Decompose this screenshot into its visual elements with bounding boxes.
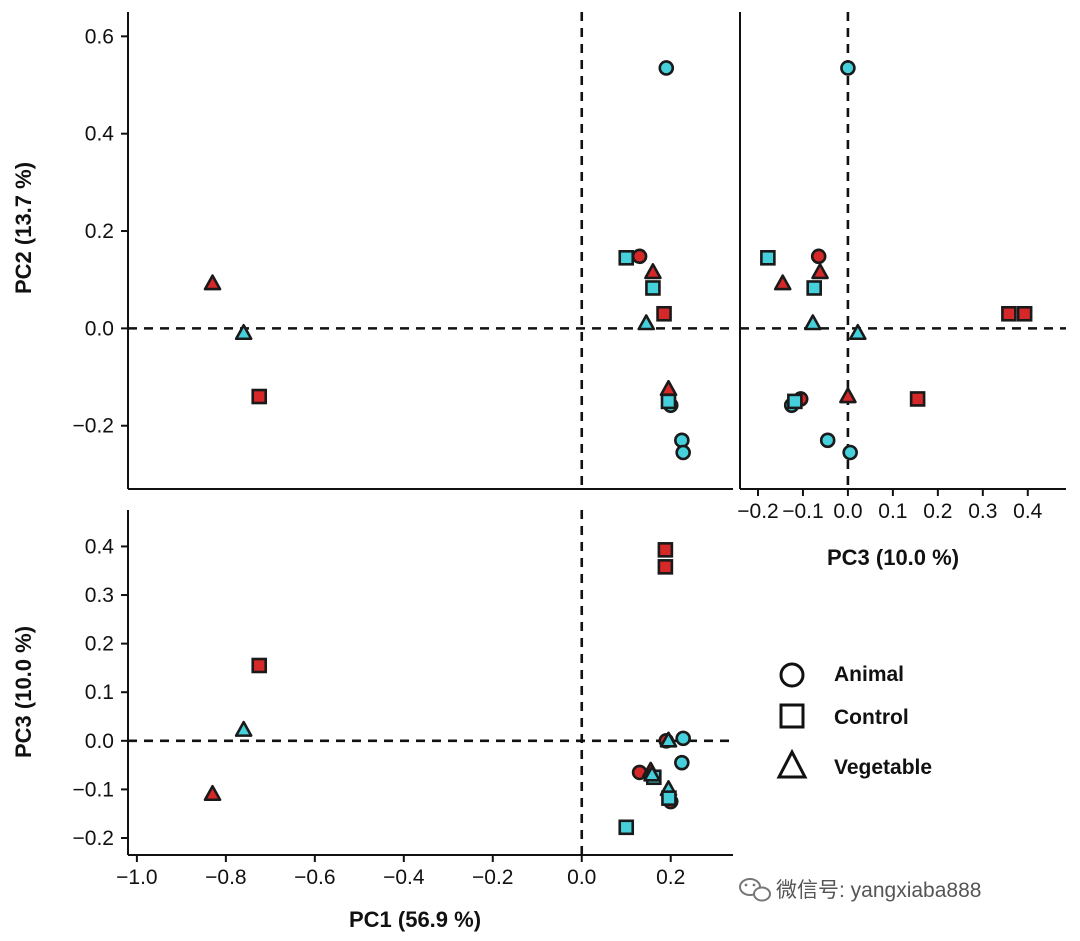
- data-point-square: [661, 790, 677, 806]
- data-point-square: [251, 657, 268, 674]
- plot-area-pc1-pc3: [128, 510, 733, 855]
- x-axis-title-pc3: PC3 (10.0 %): [827, 545, 959, 570]
- y-tick-label: 0.2: [85, 220, 114, 243]
- x-tick-label: 0.1: [878, 500, 907, 523]
- data-point-triangle: [659, 731, 678, 748]
- x-tick-label: −0.4: [383, 866, 425, 889]
- data-point-circle: [674, 754, 690, 771]
- data-point-triangle: [839, 387, 857, 404]
- data-point-triangle: [811, 263, 829, 280]
- y-tick-label: 0.4: [85, 535, 115, 558]
- data-point-square: [251, 388, 268, 405]
- x-tick-label: −0.1: [782, 500, 823, 523]
- x-tick-label: −0.6: [294, 866, 335, 889]
- data-point-circle: [675, 444, 691, 461]
- panel-pc3-vs-pc2: −0.2 −0.1 0.0 0.1 0.2 0.3 0.4: [737, 12, 1066, 523]
- data-point-triangle: [659, 379, 678, 397]
- data-point-square: [760, 250, 776, 266]
- data-point-square: [909, 391, 926, 407]
- data-point-square: [657, 559, 674, 575]
- legend-label: Vegetable: [834, 756, 932, 779]
- legend-label: Animal: [834, 663, 904, 686]
- y-tick-label: 0.4: [85, 123, 115, 146]
- y-axis-title-pc3: PC3 (10.0 %): [11, 626, 36, 758]
- y-tick-label: 0.0: [85, 317, 114, 340]
- plot-area-pc3-pc2: [740, 12, 1066, 489]
- data-point-square: [645, 280, 661, 296]
- y-tick-label: −0.2: [73, 415, 114, 438]
- data-point-circle: [658, 60, 675, 76]
- x-tick-label: 0.2: [656, 866, 685, 889]
- data-point-triangle: [849, 323, 867, 341]
- data-point-circle: [819, 432, 836, 449]
- legend-circle-icon: [779, 662, 805, 688]
- legend-item-animal: Animal: [779, 662, 904, 688]
- data-point-square: [618, 250, 635, 266]
- legend-triangle-icon: [776, 748, 808, 779]
- data-point-circle: [675, 730, 691, 747]
- data-point-square: [1016, 305, 1033, 322]
- legend-item-vegetable: Vegetable: [776, 748, 932, 779]
- data-point-circle: [842, 444, 858, 461]
- y-tick-label: 0.3: [85, 584, 114, 607]
- data-point-triangle: [637, 314, 656, 331]
- data-point-triangle: [234, 323, 253, 341]
- data-point-triangle: [203, 274, 222, 291]
- data-point-square: [618, 819, 635, 836]
- x-tick-label: 0.2: [923, 500, 952, 523]
- wechat-icon: [739, 878, 771, 902]
- data-point-square: [660, 393, 677, 410]
- legend-item-control: Control: [779, 703, 909, 729]
- y-tick-label: 0.6: [85, 25, 114, 48]
- data-point-triangle: [773, 274, 792, 291]
- x-tick-label: 0.3: [968, 500, 997, 523]
- legend-square-icon: [779, 703, 805, 729]
- legend: Animal Control Vegetable: [776, 662, 932, 779]
- data-point-triangle: [203, 784, 222, 802]
- x-tick-label: −1.0: [116, 866, 157, 889]
- y-tick-label: −0.1: [73, 778, 114, 801]
- y-tick-label: 0.1: [85, 681, 114, 704]
- data-point-square: [657, 542, 674, 558]
- data-point-triangle: [644, 263, 662, 280]
- data-point-square: [806, 280, 822, 296]
- watermark: 微信号: yangxiaba888: [739, 878, 981, 902]
- y-tick-label: −0.2: [73, 827, 114, 850]
- x-tick-label: −0.8: [205, 866, 246, 889]
- x-tick-label: 0.4: [1013, 500, 1043, 523]
- legend-label: Control: [834, 706, 909, 729]
- data-point-triangle: [804, 314, 822, 331]
- x-tick-label: −0.2: [737, 500, 778, 523]
- x-tick-label: 0.0: [833, 500, 862, 523]
- data-point-square: [656, 305, 672, 322]
- data-point-circle: [840, 60, 856, 76]
- panel-pc1-vs-pc2: 0.6 0.4 0.2 0.0 −0.2: [73, 12, 733, 490]
- x-axis-title-pc1: PC1 (56.9 %): [349, 907, 481, 932]
- watermark-text: 微信号: yangxiaba888: [776, 879, 981, 902]
- data-point-square: [1001, 305, 1017, 322]
- x-tick-label: −0.2: [472, 866, 513, 889]
- panel-pc1-vs-pc3: 0.40.30.20.10.0−0.1−0.2−1.0 −0.8 −0.6 −0.4−…: [73, 510, 733, 889]
- data-point-triangle: [643, 765, 661, 782]
- data-point-triangle: [234, 720, 253, 737]
- y-tick-label: 0.2: [85, 633, 114, 656]
- data-point-square: [787, 393, 803, 410]
- data-point-circle: [631, 248, 648, 265]
- y-tick-label: 0.0: [85, 730, 114, 753]
- x-tick-label: 0.0: [567, 866, 596, 889]
- data-point-circle: [810, 248, 827, 265]
- y-axis-title-pc2: PC2 (13.7 %): [11, 162, 36, 294]
